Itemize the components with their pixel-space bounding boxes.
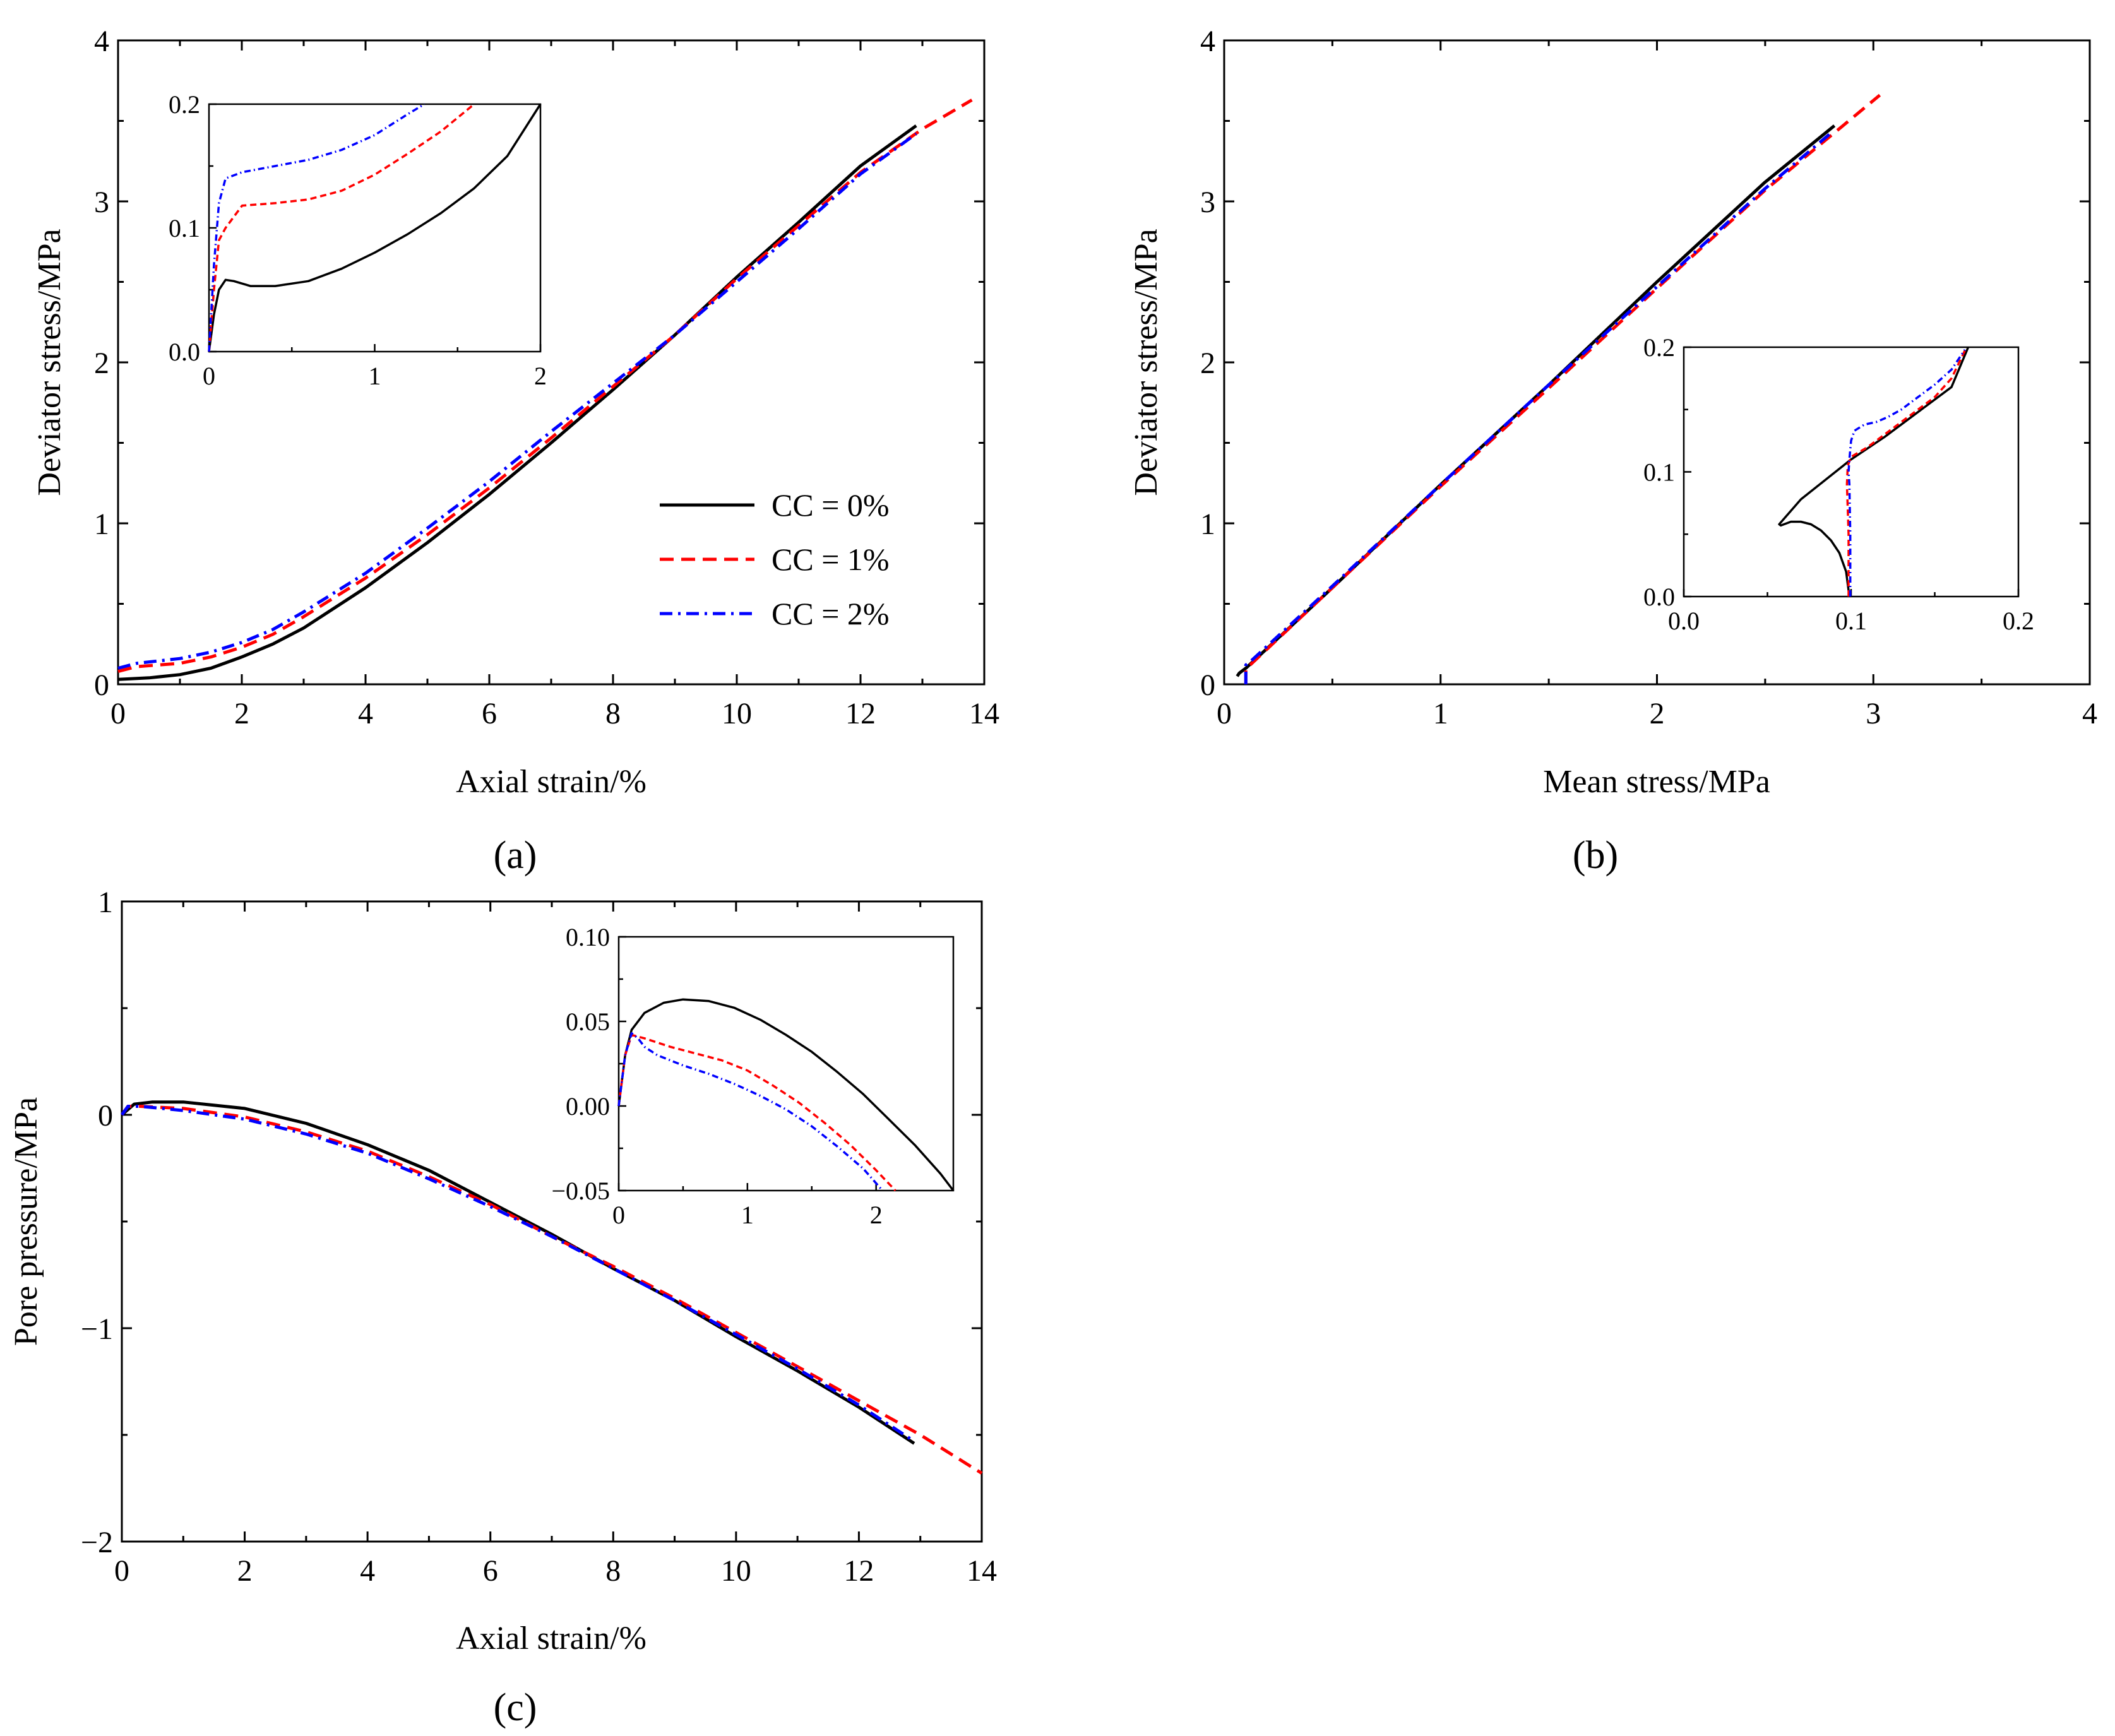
legend-label-cc2: CC = 2% <box>772 596 890 631</box>
panel-b-inset-x-tick-label: 0.1 <box>1835 607 1867 635</box>
panel-a-inset-x-tick-label: 2 <box>534 362 547 390</box>
panel-a-x-tick-label: 0 <box>110 697 126 730</box>
panel-c-caption: (c) <box>494 1686 537 1729</box>
panel-a-series-cc0-line <box>117 124 917 681</box>
panel-b-y-tick-label: 1 <box>1200 508 1215 541</box>
panel-a-y-tick-label: 2 <box>94 347 109 380</box>
panel-a-axes-frame <box>117 39 986 686</box>
panel-c-series-cc1-line <box>120 1105 983 1475</box>
panel-b-inset-x-tick-label: 0.2 <box>2003 607 2034 635</box>
panel-b-x-tick-label: 0 <box>1217 697 1232 730</box>
panel-a-y-axis-label: Deviator stress/MPa <box>32 229 68 496</box>
panel-a-x-tick-label: 2 <box>234 697 249 730</box>
panel-b-inset-x-tick-label: 0.0 <box>1668 607 1700 635</box>
panel-a-x-tick-label: 6 <box>482 697 497 730</box>
panel-b-x-tick-label: 2 <box>1650 697 1665 730</box>
panel-b-caption: (b) <box>1573 834 1618 877</box>
panel-a-y-tick-label: 3 <box>94 186 109 219</box>
panel-b-inset-y-tick-label: 0.0 <box>1643 583 1675 611</box>
panel-c-inset-y-tick-label: 0.05 <box>566 1008 610 1036</box>
panel-a-x-tick-label: 8 <box>605 697 621 730</box>
panel-a-y-tick-label: 1 <box>94 508 109 541</box>
legend: CC = 0% CC = 1% CC = 2% <box>660 487 890 631</box>
panel-b-series-cc2-line <box>1244 132 1832 684</box>
panel-a-y-tick-label: 0 <box>94 669 109 702</box>
panel-b-inset-y-tick-label: 0.1 <box>1643 458 1675 487</box>
panel-b-inset-series-cc2-line <box>1847 349 1966 597</box>
panel-a-inset-series-cc1-line <box>208 103 475 352</box>
panel-a-series-cc1-line <box>117 98 973 674</box>
panel-c-x-tick-label: 8 <box>605 1554 621 1588</box>
panel-c-inset-frame <box>617 936 955 1192</box>
panel-c-x-tick-label: 4 <box>360 1554 375 1588</box>
panel-c-inset-y-tick-label: 0.00 <box>566 1092 610 1121</box>
panel-c-y-tick-label: 1 <box>98 886 113 919</box>
panel-a-x-tick-label: 12 <box>845 697 876 730</box>
panel-c-inset-series-cc2-line <box>617 1032 884 1192</box>
panel-b-y-tick-label: 2 <box>1200 347 1215 380</box>
panel-b-x-axis-label: Mean stress/MPa <box>1543 764 1770 800</box>
panel-b-y-axis-label: Deviator stress/MPa <box>1128 229 1164 496</box>
panel-c-x-tick-label: 14 <box>967 1554 997 1588</box>
panel-a-series-cc2-line <box>117 132 917 670</box>
panel-b-inset-y-tick-label: 0.2 <box>1643 333 1675 362</box>
panel-c-inset-x-tick-label: 1 <box>741 1201 754 1229</box>
panel-a-x-tick-label: 14 <box>969 697 999 730</box>
panel-c-y-axis-label: Pore pressure/MPa <box>8 1097 44 1346</box>
panel-c-inset-y-tick-label: 0.10 <box>566 923 610 951</box>
panel-a-x-tick-label: 4 <box>358 697 373 730</box>
panel-b-x-tick-label: 1 <box>1433 697 1448 730</box>
panel-c-y-tick-label: −2 <box>81 1526 113 1559</box>
panel-c-inset-x-tick-label: 2 <box>870 1201 883 1229</box>
panel-a-inset-frame <box>208 103 542 353</box>
panel-b-x-tick-label: 3 <box>1866 697 1881 730</box>
panel-a: Axial strain/% Deviator stress/MPa (a) C… <box>32 25 999 877</box>
panel-b-y-tick-label: 4 <box>1200 25 1215 58</box>
panel-a-x-tick-label: 10 <box>722 697 752 730</box>
panel-c-inset-x-tick-label: 0 <box>612 1201 625 1229</box>
panel-b-inset-series-cc1-line <box>1845 347 1968 597</box>
panel-b: Mean stress/MPa Deviator stress/MPa (b) … <box>1128 25 2097 877</box>
panel-c-x-tick-label: 0 <box>114 1554 129 1588</box>
panel-c-x-axis-label: Axial strain/% <box>456 1620 646 1656</box>
panel-a-inset-series-cc0-line <box>208 104 542 352</box>
panel-c: Axial strain/% Pore pressure/MPa (c) 0 2 4… <box>8 886 997 1729</box>
legend-label-cc0: CC = 0% <box>772 487 890 523</box>
panel-a-inset-y-tick-label: 0.1 <box>169 214 200 242</box>
panel-b-y-tick-label: 3 <box>1200 186 1215 219</box>
panel-a-caption: (a) <box>494 834 537 877</box>
panel-a-inset-y-tick-label: 0.0 <box>169 338 200 366</box>
panel-c-inset-series-cc1-line <box>617 1033 897 1192</box>
panel-c-x-tick-label: 6 <box>483 1554 498 1588</box>
panel-c-inset-y-tick-label: −0.05 <box>551 1177 610 1205</box>
panel-b-y-tick-label: 0 <box>1200 669 1215 702</box>
legend-label-cc1: CC = 1% <box>772 542 890 577</box>
panel-c-inset-series-cc0-line <box>617 998 955 1192</box>
panel-c-y-tick-label: 0 <box>98 1099 113 1133</box>
panel-a-inset-series-cc2-line <box>208 103 426 352</box>
panel-c-series-cc0-line <box>121 1100 915 1445</box>
panel-c-x-tick-label: 10 <box>721 1554 751 1588</box>
panel-b-x-tick-label: 4 <box>2082 697 2097 730</box>
panel-c-y-tick-label: −1 <box>81 1312 113 1346</box>
panel-c-x-tick-label: 2 <box>237 1554 253 1588</box>
panel-a-inset-y-tick-label: 0.2 <box>169 90 200 119</box>
panel-a-inset-x-tick-label: 0 <box>203 362 215 390</box>
panel-a-inset-x-tick-label: 1 <box>369 362 381 390</box>
panel-a-y-tick-label: 4 <box>94 25 109 58</box>
panel-c-axes-frame <box>121 900 983 1543</box>
panel-c-x-tick-label: 12 <box>843 1554 874 1588</box>
panel-b-inset-series-cc0-line <box>1778 347 1970 597</box>
panel-c-series-cc2-line <box>120 1105 915 1443</box>
panel-a-x-axis-label: Axial strain/% <box>456 764 646 800</box>
